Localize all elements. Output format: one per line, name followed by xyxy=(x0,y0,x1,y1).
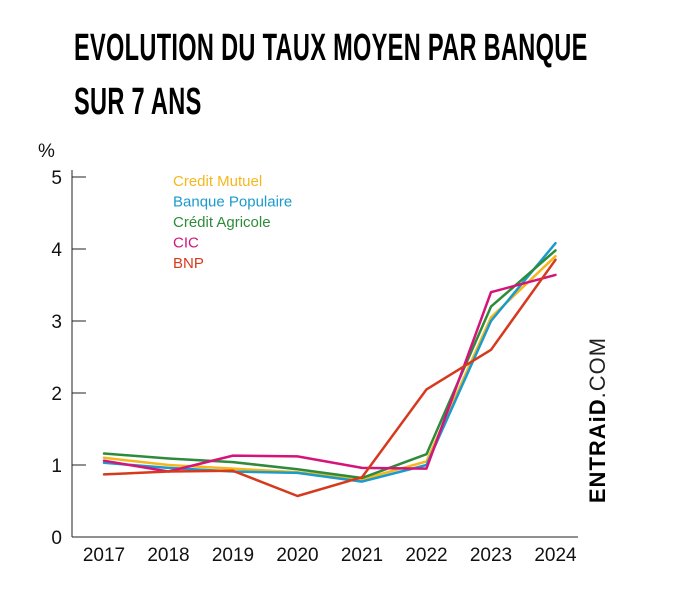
series-line-credit-agricole xyxy=(102,249,557,480)
y-axis-ticks: 0 1 2 3 4 5 xyxy=(51,168,86,549)
y-tick-label: 3 xyxy=(51,312,62,333)
x-tick-label: 2024 xyxy=(534,545,577,566)
y-axis-unit-label: % xyxy=(38,141,55,162)
axes: % xyxy=(38,141,578,538)
legend-entry: BNP xyxy=(173,255,204,272)
y-tick-label: 2 xyxy=(51,384,62,405)
legend-entry: Banque Populaire xyxy=(173,194,292,211)
chart-title-line-1: EVOLUTION DU TAUX MOYEN PAR BANQUE xyxy=(74,27,588,69)
chart-title-line-2: SUR 7 ANS xyxy=(74,81,202,123)
legend-entry: CIC xyxy=(173,235,199,252)
series-line-banque-populaire xyxy=(102,241,557,483)
x-tick-label: 2019 xyxy=(212,545,254,566)
x-tick-label: 2021 xyxy=(341,545,383,566)
series-line-cic xyxy=(102,273,557,473)
y-tick-label: 1 xyxy=(51,456,62,477)
brand-domain: .COM xyxy=(585,336,610,399)
legend-entry: Credit Mutuel xyxy=(173,173,262,190)
x-tick-label: 2023 xyxy=(470,545,512,566)
x-tick-label: 2022 xyxy=(405,545,447,566)
y-tick-label: 0 xyxy=(51,528,62,549)
series-lines xyxy=(102,241,557,498)
series-line-credit-mutuel xyxy=(102,254,557,481)
x-tick-label: 2020 xyxy=(276,545,318,566)
brand-watermark: ENTRAiD.COM xyxy=(585,337,611,503)
legend: Credit Mutuel Banque Populaire Crédit Agri… xyxy=(173,173,292,272)
brand-name: ENTRAiD xyxy=(585,398,610,504)
x-tick-label: 2017 xyxy=(83,545,125,566)
y-tick-label: 4 xyxy=(51,240,62,261)
x-tick-label: 2018 xyxy=(147,545,189,566)
legend-entry: Crédit Agricole xyxy=(173,214,271,231)
y-tick-label: 5 xyxy=(51,168,62,189)
series-line-bnp xyxy=(102,258,557,498)
x-axis-ticks: 2017 2018 2019 2020 2021 2022 2023 2024 xyxy=(83,545,577,566)
